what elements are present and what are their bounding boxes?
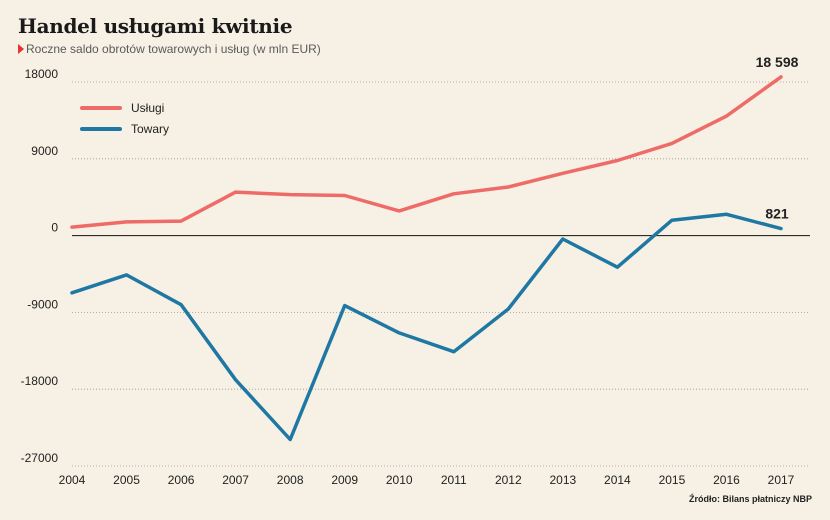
y-tick-label: -18000 — [21, 374, 59, 388]
x-tick-label: 2005 — [113, 473, 140, 487]
x-tick-label: 2013 — [549, 473, 576, 487]
x-tick-label: 2012 — [495, 473, 522, 487]
x-tick-label: 2009 — [331, 473, 358, 487]
chart-title: Handel usługami kwitnie — [18, 14, 293, 38]
y-tick-label: -9000 — [27, 297, 58, 311]
y-tick-label: 0 — [51, 221, 58, 235]
data-label: 821 — [765, 206, 789, 222]
chart-subtitle-text: Roczne saldo obrotów towarowych i usług … — [26, 42, 321, 56]
x-tick-label: 2007 — [222, 473, 249, 487]
x-tick-label: 2004 — [59, 473, 86, 487]
y-tick-label: -27000 — [21, 451, 59, 465]
chart-subtitle: Roczne saldo obrotów towarowych i usług … — [18, 42, 321, 56]
y-tick-label: 9000 — [31, 144, 58, 158]
x-tick-label: 2011 — [441, 473, 467, 487]
x-tick-label: 2017 — [768, 473, 795, 487]
x-tick-label: 2014 — [604, 473, 631, 487]
series-line-towary — [70, 212, 783, 442]
x-tick-label: 2010 — [386, 473, 413, 487]
x-tick-label: 2008 — [277, 473, 304, 487]
source-note: Źródło: Bilans płatniczy NBP — [688, 494, 812, 504]
legend-label: Usługi — [131, 101, 164, 115]
series-line-uslugi — [70, 75, 783, 229]
x-tick-label: 2015 — [659, 473, 686, 487]
legend-label: Towary — [131, 122, 169, 136]
y-tick-label: 18000 — [25, 67, 59, 81]
x-tick-label: 2016 — [713, 473, 740, 487]
triangle-marker-icon — [18, 44, 24, 54]
x-tick-label: 2006 — [168, 473, 195, 487]
data-label: 18 598 — [756, 54, 799, 70]
